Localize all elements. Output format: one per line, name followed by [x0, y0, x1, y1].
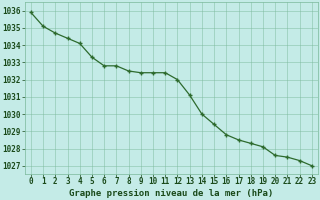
X-axis label: Graphe pression niveau de la mer (hPa): Graphe pression niveau de la mer (hPa): [69, 189, 274, 198]
